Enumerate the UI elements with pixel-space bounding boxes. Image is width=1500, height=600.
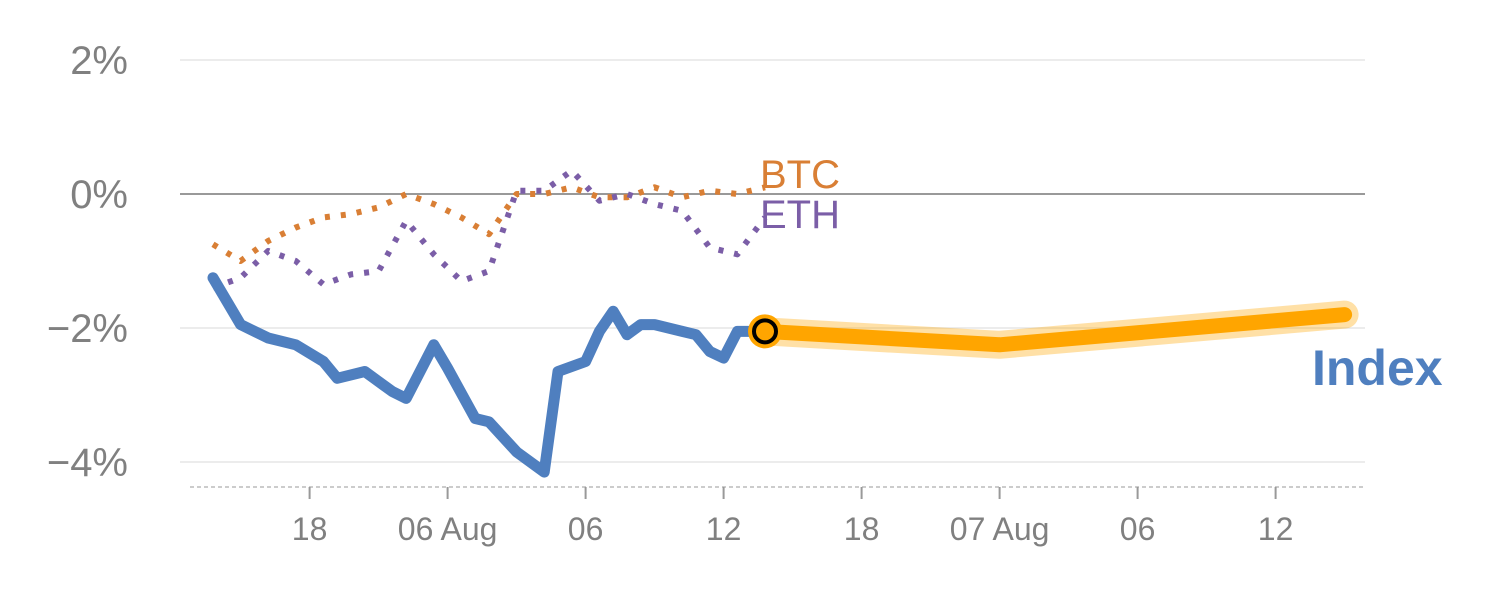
x-tick-label: 06 bbox=[568, 511, 604, 547]
series-label-eth: ETH bbox=[760, 193, 840, 237]
gridlines bbox=[180, 59, 1365, 463]
series-line-index-projection bbox=[757, 307, 1353, 353]
x-tick-label: 18 bbox=[292, 511, 328, 547]
series-labels: BTC ETH Index bbox=[760, 153, 1443, 396]
x-tick-label: 06 Aug bbox=[398, 511, 498, 547]
x-tick-label: 07 Aug bbox=[950, 511, 1050, 547]
series-label-btc: BTC bbox=[760, 153, 840, 197]
y-axis: 2% 0% −2% −4% bbox=[47, 39, 128, 485]
series-lines bbox=[207, 167, 1359, 478]
x-tick-label: 12 bbox=[706, 511, 742, 547]
x-tick-label: 12 bbox=[1258, 511, 1294, 547]
x-tick-label: 06 bbox=[1120, 511, 1156, 547]
series-line-btc bbox=[211, 184, 766, 264]
y-tick-label: 0% bbox=[70, 173, 128, 217]
current-point-marker bbox=[752, 318, 778, 345]
series-line-index bbox=[207, 272, 771, 478]
y-tick-label: −2% bbox=[47, 307, 128, 351]
y-tick-label: 2% bbox=[70, 39, 128, 83]
y-tick-label: −4% bbox=[47, 441, 128, 485]
x-axis: 18 06 Aug 06 12 18 07 Aug 06 12 bbox=[190, 486, 1365, 547]
series-label-index: Index bbox=[1312, 340, 1443, 396]
x-tick-label: 18 bbox=[844, 511, 880, 547]
